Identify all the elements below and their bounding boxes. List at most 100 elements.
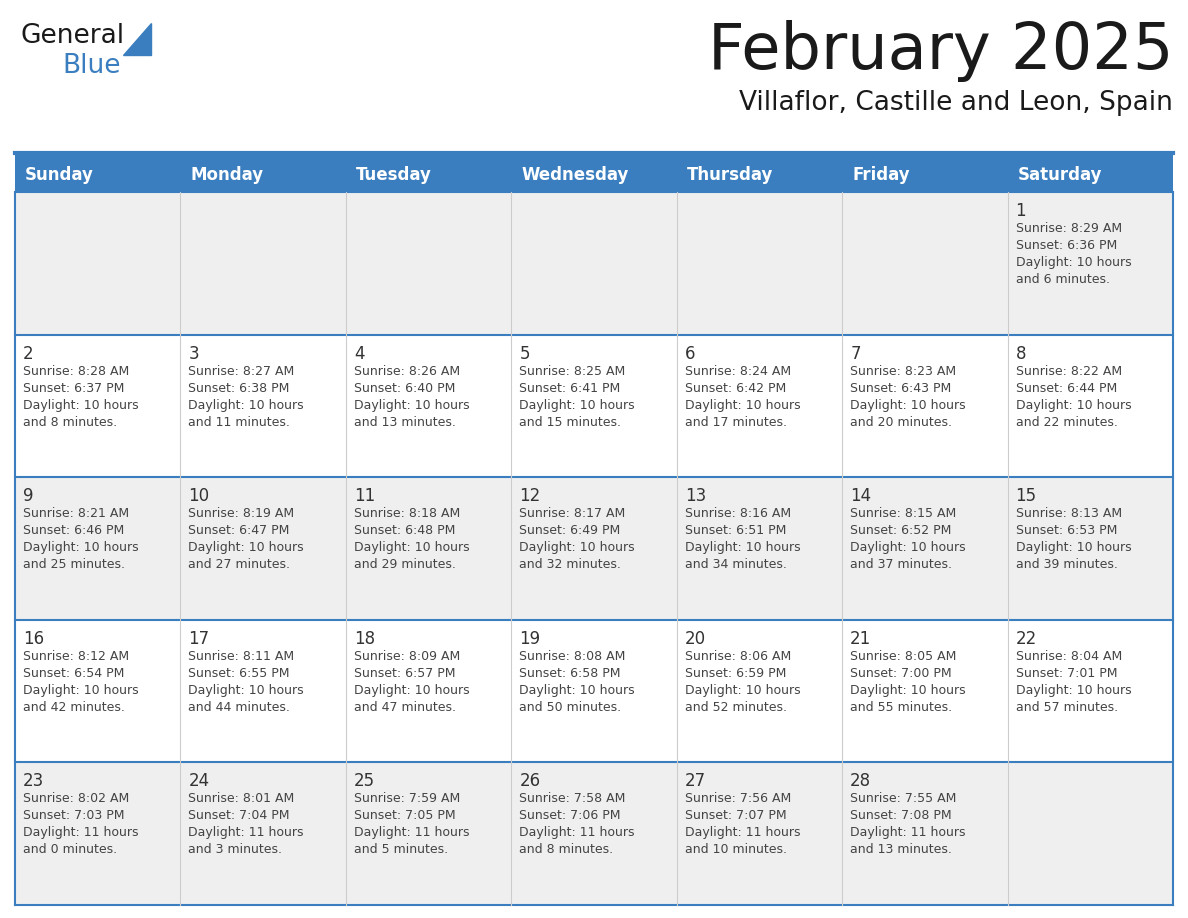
Text: Sunset: 7:08 PM: Sunset: 7:08 PM: [851, 810, 952, 823]
Text: Daylight: 10 hours: Daylight: 10 hours: [684, 542, 801, 554]
Text: 10: 10: [189, 487, 209, 505]
Text: Daylight: 10 hours: Daylight: 10 hours: [519, 398, 634, 411]
Text: Sunset: 6:52 PM: Sunset: 6:52 PM: [851, 524, 952, 537]
Text: 3: 3: [189, 344, 200, 363]
Text: 28: 28: [851, 772, 871, 790]
Text: and 13 minutes.: and 13 minutes.: [354, 416, 456, 429]
Text: and 42 minutes.: and 42 minutes.: [23, 700, 125, 714]
Text: Sunrise: 8:15 AM: Sunrise: 8:15 AM: [851, 508, 956, 521]
Text: Sunset: 6:47 PM: Sunset: 6:47 PM: [189, 524, 290, 537]
Text: Villaflor, Castille and Leon, Spain: Villaflor, Castille and Leon, Spain: [739, 90, 1173, 116]
Text: Daylight: 11 hours: Daylight: 11 hours: [354, 826, 469, 839]
Text: 23: 23: [23, 772, 44, 790]
Text: Blue: Blue: [62, 53, 120, 79]
Text: Daylight: 10 hours: Daylight: 10 hours: [189, 398, 304, 411]
Bar: [15, 477, 1173, 620]
Text: Daylight: 10 hours: Daylight: 10 hours: [519, 542, 634, 554]
Text: and 10 minutes.: and 10 minutes.: [684, 844, 786, 856]
Text: Daylight: 10 hours: Daylight: 10 hours: [1016, 684, 1131, 697]
Text: Sunset: 6:44 PM: Sunset: 6:44 PM: [1016, 382, 1117, 395]
Text: 19: 19: [519, 630, 541, 648]
Text: and 5 minutes.: and 5 minutes.: [354, 844, 448, 856]
Text: and 13 minutes.: and 13 minutes.: [851, 844, 952, 856]
Text: Sunset: 7:01 PM: Sunset: 7:01 PM: [1016, 666, 1117, 680]
Text: Friday: Friday: [852, 166, 910, 185]
Text: Tuesday: Tuesday: [356, 166, 431, 185]
Text: Sunset: 6:55 PM: Sunset: 6:55 PM: [189, 666, 290, 680]
Text: and 50 minutes.: and 50 minutes.: [519, 700, 621, 714]
Text: and 55 minutes.: and 55 minutes.: [851, 700, 953, 714]
Text: Sunrise: 8:06 AM: Sunrise: 8:06 AM: [684, 650, 791, 663]
Text: and 44 minutes.: and 44 minutes.: [189, 700, 290, 714]
Text: Thursday: Thursday: [687, 166, 773, 185]
Text: Sunrise: 8:25 AM: Sunrise: 8:25 AM: [519, 364, 626, 377]
Text: Sunrise: 8:11 AM: Sunrise: 8:11 AM: [189, 650, 295, 663]
Text: 25: 25: [354, 772, 375, 790]
Text: 15: 15: [1016, 487, 1037, 505]
Text: Daylight: 11 hours: Daylight: 11 hours: [851, 826, 966, 839]
Text: Sunset: 6:46 PM: Sunset: 6:46 PM: [23, 524, 125, 537]
Text: Sunset: 6:40 PM: Sunset: 6:40 PM: [354, 382, 455, 395]
Text: 17: 17: [189, 630, 209, 648]
Text: 6: 6: [684, 344, 695, 363]
Text: 8: 8: [1016, 344, 1026, 363]
Text: Daylight: 10 hours: Daylight: 10 hours: [1016, 398, 1131, 411]
Text: Daylight: 11 hours: Daylight: 11 hours: [684, 826, 801, 839]
Text: General: General: [20, 23, 124, 49]
Text: and 25 minutes.: and 25 minutes.: [23, 558, 125, 571]
Text: Sunrise: 8:26 AM: Sunrise: 8:26 AM: [354, 364, 460, 377]
Text: Sunset: 6:57 PM: Sunset: 6:57 PM: [354, 666, 455, 680]
Text: and 37 minutes.: and 37 minutes.: [851, 558, 952, 571]
Text: 21: 21: [851, 630, 871, 648]
Text: Sunset: 7:03 PM: Sunset: 7:03 PM: [23, 810, 125, 823]
Text: 20: 20: [684, 630, 706, 648]
Text: Sunrise: 7:56 AM: Sunrise: 7:56 AM: [684, 792, 791, 805]
Text: Sunrise: 8:17 AM: Sunrise: 8:17 AM: [519, 508, 626, 521]
Text: and 27 minutes.: and 27 minutes.: [189, 558, 290, 571]
Text: and 47 minutes.: and 47 minutes.: [354, 700, 456, 714]
Text: Sunset: 6:58 PM: Sunset: 6:58 PM: [519, 666, 621, 680]
Text: Sunset: 7:06 PM: Sunset: 7:06 PM: [519, 810, 621, 823]
Text: Daylight: 10 hours: Daylight: 10 hours: [354, 542, 469, 554]
Text: Sunset: 7:07 PM: Sunset: 7:07 PM: [684, 810, 786, 823]
Text: Sunset: 6:48 PM: Sunset: 6:48 PM: [354, 524, 455, 537]
Text: and 11 minutes.: and 11 minutes.: [189, 416, 290, 429]
Text: Daylight: 10 hours: Daylight: 10 hours: [684, 398, 801, 411]
Text: Daylight: 10 hours: Daylight: 10 hours: [1016, 542, 1131, 554]
Text: Sunrise: 8:21 AM: Sunrise: 8:21 AM: [23, 508, 129, 521]
Text: Daylight: 10 hours: Daylight: 10 hours: [851, 542, 966, 554]
Text: 5: 5: [519, 344, 530, 363]
Text: and 52 minutes.: and 52 minutes.: [684, 700, 786, 714]
Text: and 29 minutes.: and 29 minutes.: [354, 558, 456, 571]
Text: and 6 minutes.: and 6 minutes.: [1016, 273, 1110, 286]
Text: Sunset: 6:37 PM: Sunset: 6:37 PM: [23, 382, 125, 395]
Text: 27: 27: [684, 772, 706, 790]
Text: and 17 minutes.: and 17 minutes.: [684, 416, 786, 429]
Text: and 20 minutes.: and 20 minutes.: [851, 416, 952, 429]
Text: Sunset: 7:05 PM: Sunset: 7:05 PM: [354, 810, 455, 823]
Text: Daylight: 10 hours: Daylight: 10 hours: [851, 398, 966, 411]
Text: 2: 2: [23, 344, 33, 363]
Text: Daylight: 11 hours: Daylight: 11 hours: [23, 826, 139, 839]
Text: Daylight: 10 hours: Daylight: 10 hours: [23, 684, 139, 697]
Text: Sunset: 6:53 PM: Sunset: 6:53 PM: [1016, 524, 1117, 537]
Bar: [15, 192, 1173, 334]
Text: and 8 minutes.: and 8 minutes.: [519, 844, 613, 856]
Text: Sunday: Sunday: [25, 166, 94, 185]
Text: Daylight: 10 hours: Daylight: 10 hours: [519, 684, 634, 697]
Text: Sunset: 6:41 PM: Sunset: 6:41 PM: [519, 382, 620, 395]
Text: Wednesday: Wednesday: [522, 166, 628, 185]
Text: Sunset: 6:51 PM: Sunset: 6:51 PM: [684, 524, 786, 537]
Text: 22: 22: [1016, 630, 1037, 648]
Text: Monday: Monday: [190, 166, 264, 185]
Text: Daylight: 10 hours: Daylight: 10 hours: [23, 398, 139, 411]
Text: 11: 11: [354, 487, 375, 505]
Text: Sunset: 7:00 PM: Sunset: 7:00 PM: [851, 666, 952, 680]
Text: Sunrise: 7:55 AM: Sunrise: 7:55 AM: [851, 792, 956, 805]
Text: Sunrise: 8:01 AM: Sunrise: 8:01 AM: [189, 792, 295, 805]
Text: 24: 24: [189, 772, 209, 790]
Text: Sunset: 7:04 PM: Sunset: 7:04 PM: [189, 810, 290, 823]
Text: Sunrise: 8:08 AM: Sunrise: 8:08 AM: [519, 650, 626, 663]
Text: 4: 4: [354, 344, 365, 363]
Text: Sunrise: 8:13 AM: Sunrise: 8:13 AM: [1016, 508, 1121, 521]
